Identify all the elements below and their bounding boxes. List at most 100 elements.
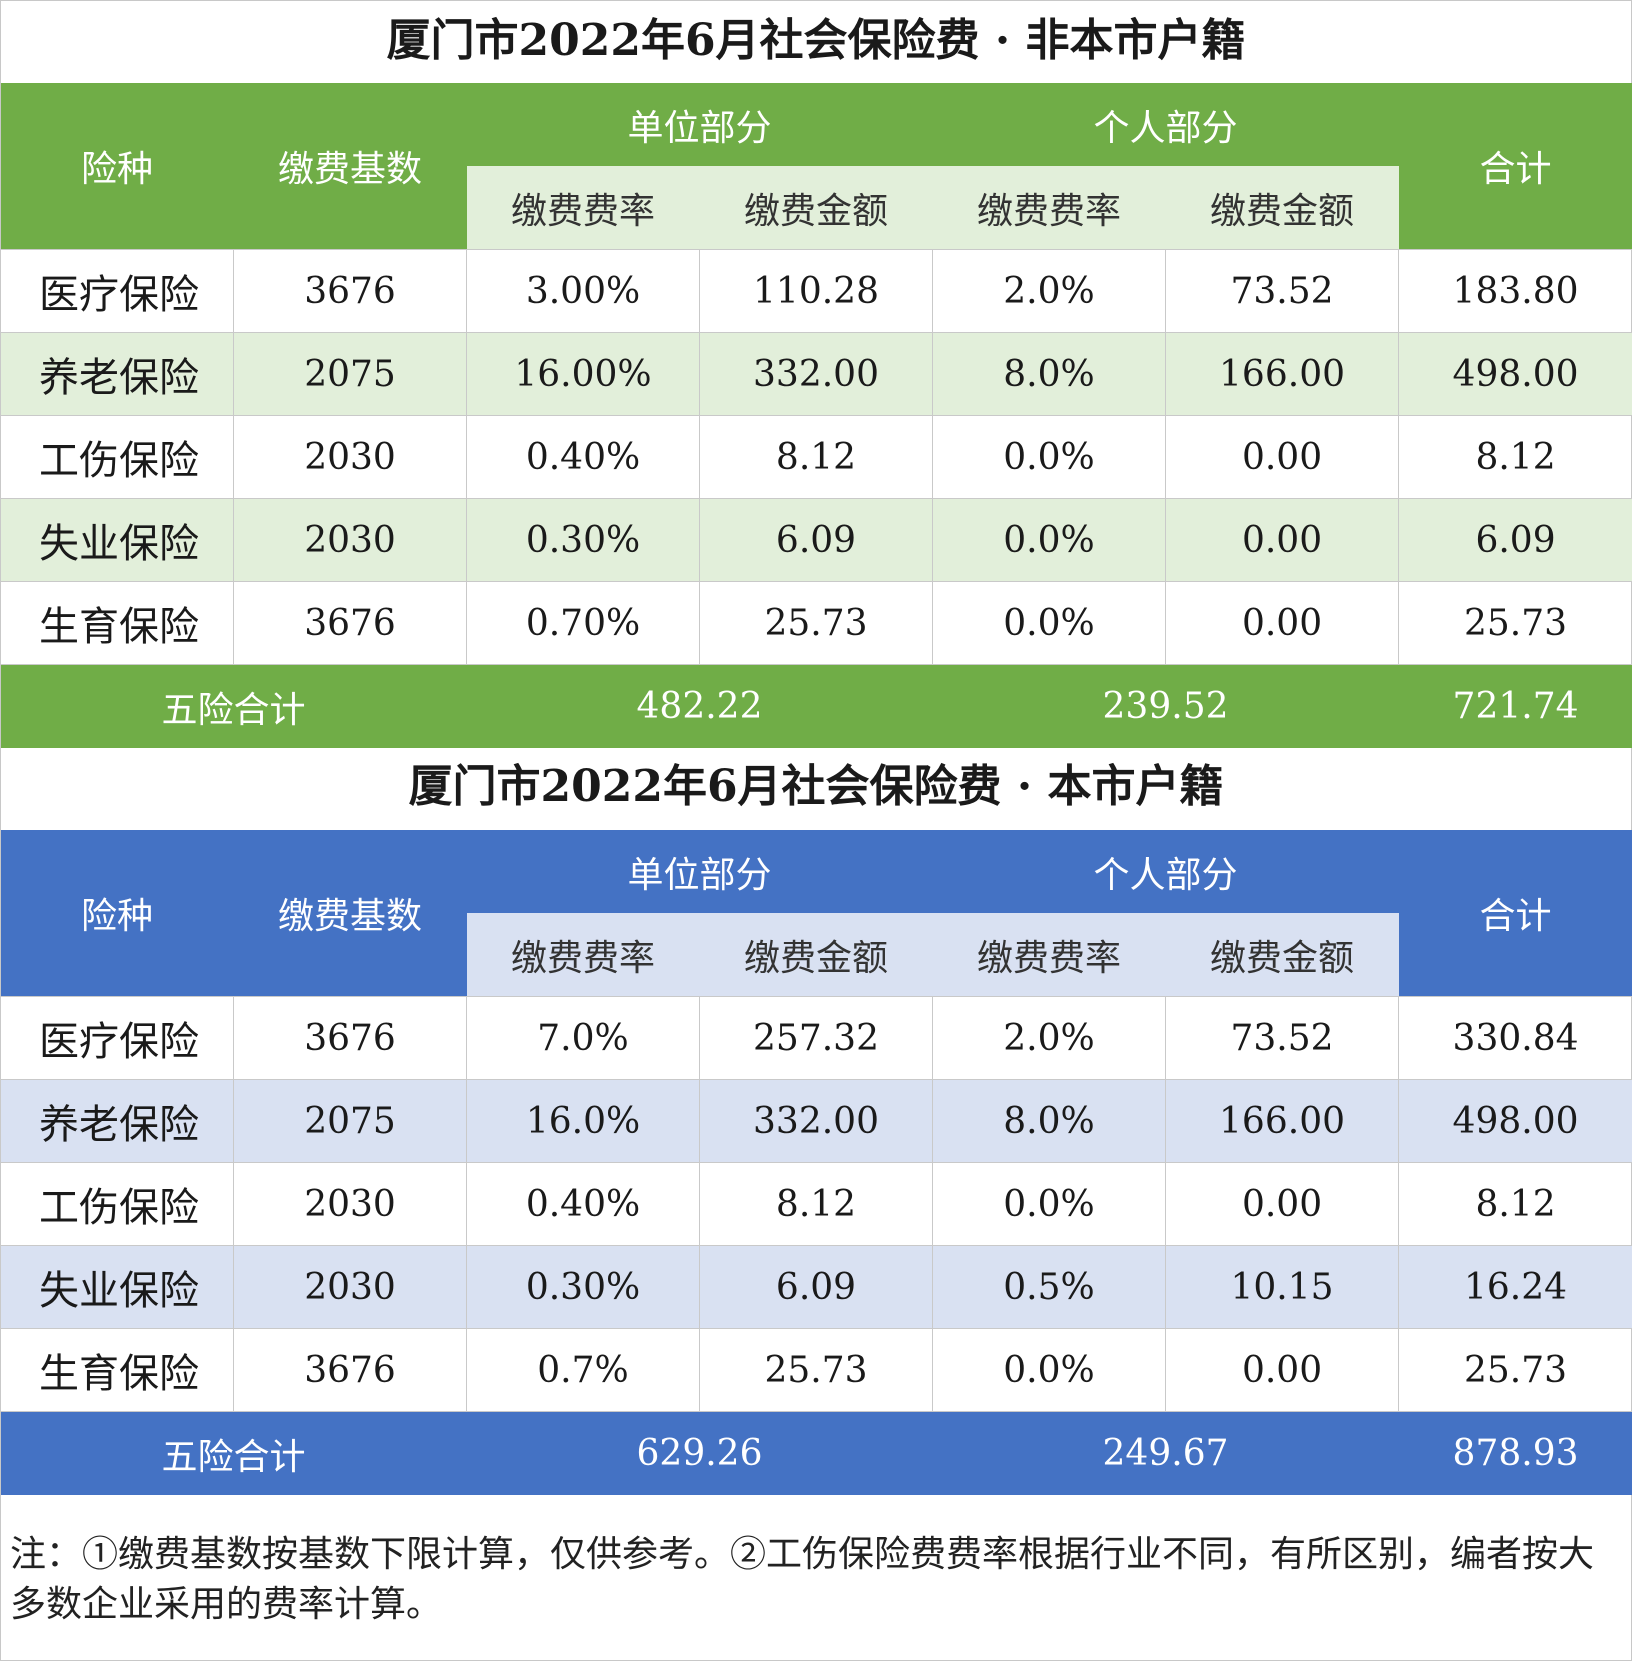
personal-rate-value: 2.0% <box>932 996 1167 1080</box>
personal-amount-value: 0.00 <box>1165 498 1400 582</box>
header-personal-rate: 缴费费率 <box>932 166 1166 250</box>
personal-amount-value: 10.15 <box>1165 1245 1400 1329</box>
personal-amount-value: 0.00 <box>1165 581 1400 665</box>
base-value: 3676 <box>233 1328 467 1412</box>
unit-total-value: 629.26 <box>466 1411 933 1495</box>
unit-rate-value: 3.00% <box>466 249 700 333</box>
header-personal-part: 个人部分 <box>932 83 1399 166</box>
base-value: 2075 <box>233 1079 467 1163</box>
personal-rate-value: 0.0% <box>932 1162 1167 1246</box>
table-row: 养老保险 2075 16.0% 332.00 8.0% 166.00 498.0… <box>0 1079 1632 1163</box>
table-row: 生育保险 3676 0.70% 25.73 0.0% 0.00 25.73 <box>0 581 1632 665</box>
unit-rate-value: 16.00% <box>466 332 700 416</box>
personal-rate-value: 0.0% <box>932 498 1167 582</box>
table-row: 工伤保险 2030 0.40% 8.12 0.0% 0.00 8.12 <box>0 1162 1632 1246</box>
header-unit-part: 单位部分 <box>466 830 933 913</box>
row-total-value: 498.00 <box>1398 1079 1632 1163</box>
personal-amount-value: 0.00 <box>1165 1162 1400 1246</box>
unit-amount-value: 332.00 <box>698 1079 934 1163</box>
summary-row: 五险合计 482.22 239.52 721.74 <box>0 664 1632 748</box>
table-row: 失业保险 2030 0.30% 6.09 0.0% 0.00 6.09 <box>0 498 1632 582</box>
personal-total-value: 239.52 <box>932 664 1399 748</box>
table-row: 生育保险 3676 0.7% 25.73 0.0% 0.00 25.73 <box>0 1328 1632 1412</box>
row-total-value: 6.09 <box>1398 498 1632 582</box>
insurance-table-nonlocal: 险种 缴费基数 单位部分 个人部分 合计 缴费费率 缴费金额 缴费费率 缴费金额… <box>0 83 1632 748</box>
unit-rate-value: 0.40% <box>466 1162 700 1246</box>
header-unit-amount: 缴费金额 <box>699 913 933 997</box>
unit-amount-value: 25.73 <box>698 581 934 665</box>
header-base: 缴费基数 <box>233 83 467 250</box>
insurance-name: 生育保险 <box>0 581 234 665</box>
unit-rate-value: 0.7% <box>466 1328 700 1412</box>
summary-row: 五险合计 629.26 249.67 878.93 <box>0 1411 1632 1495</box>
footnote: 注：①缴费基数按基数下限计算，仅供参考。②工伤保险费费率根据行业不同，有所区别，… <box>10 1534 1595 1625</box>
unit-rate-value: 0.70% <box>466 581 700 665</box>
insurance-name: 生育保险 <box>0 1328 234 1412</box>
base-value: 2030 <box>233 415 467 499</box>
row-total-value: 8.12 <box>1398 1162 1632 1246</box>
row-total-value: 16.24 <box>1398 1245 1632 1329</box>
table-row: 医疗保险 3676 7.0% 257.32 2.0% 73.52 330.84 <box>0 996 1632 1080</box>
personal-amount-value: 0.00 <box>1165 415 1400 499</box>
insurance-name: 失业保险 <box>0 498 234 582</box>
unit-rate-value: 0.40% <box>466 415 700 499</box>
insurance-name: 医疗保险 <box>0 996 234 1080</box>
row-total-value: 25.73 <box>1398 581 1632 665</box>
header-unit-amount: 缴费金额 <box>699 166 933 250</box>
unit-amount-value: 6.09 <box>698 498 934 582</box>
personal-rate-value: 0.0% <box>932 1328 1167 1412</box>
unit-total-value: 482.22 <box>466 664 933 748</box>
row-total-value: 330.84 <box>1398 996 1632 1080</box>
unit-rate-value: 0.30% <box>466 1245 700 1329</box>
personal-amount-value: 166.00 <box>1165 332 1400 416</box>
personal-rate-value: 0.5% <box>932 1245 1167 1329</box>
base-value: 2075 <box>233 332 467 416</box>
unit-rate-value: 0.30% <box>466 498 700 582</box>
grand-total-value: 721.74 <box>1398 664 1632 748</box>
header-personal-rate: 缴费费率 <box>932 913 1166 997</box>
base-value: 3676 <box>233 581 467 665</box>
grand-total-value: 878.93 <box>1398 1411 1632 1495</box>
header-personal-amount: 缴费金额 <box>1165 166 1399 250</box>
row-total-value: 8.12 <box>1398 415 1632 499</box>
insurance-name: 工伤保险 <box>0 1162 234 1246</box>
base-value: 2030 <box>233 1162 467 1246</box>
summary-label: 五险合计 <box>0 664 467 748</box>
header-type: 险种 <box>0 83 234 250</box>
unit-rate-value: 16.0% <box>466 1079 700 1163</box>
personal-amount-value: 73.52 <box>1165 249 1400 333</box>
summary-label: 五险合计 <box>0 1411 467 1495</box>
personal-amount-value: 0.00 <box>1165 1328 1400 1412</box>
header-unit-rate: 缴费费率 <box>466 166 700 250</box>
base-value: 3676 <box>233 996 467 1080</box>
base-value: 2030 <box>233 1245 467 1329</box>
header-personal-part: 个人部分 <box>932 830 1399 913</box>
header-unit-part: 单位部分 <box>466 83 933 166</box>
table-row: 养老保险 2075 16.00% 332.00 8.0% 166.00 498.… <box>0 332 1632 416</box>
personal-rate-value: 0.0% <box>932 415 1167 499</box>
personal-rate-value: 8.0% <box>932 1079 1167 1163</box>
insurance-name: 工伤保险 <box>0 415 234 499</box>
row-total-value: 25.73 <box>1398 1328 1632 1412</box>
unit-amount-value: 332.00 <box>698 332 934 416</box>
insurance-name: 养老保险 <box>0 1079 234 1163</box>
header-base: 缴费基数 <box>233 830 467 997</box>
unit-rate-value: 7.0% <box>466 996 700 1080</box>
personal-rate-value: 2.0% <box>932 249 1167 333</box>
table-row: 失业保险 2030 0.30% 6.09 0.5% 10.15 16.24 <box>0 1245 1632 1329</box>
header-personal-amount: 缴费金额 <box>1165 913 1399 997</box>
header-unit-rate: 缴费费率 <box>466 913 700 997</box>
unit-amount-value: 25.73 <box>698 1328 934 1412</box>
personal-total-value: 249.67 <box>932 1411 1399 1495</box>
insurance-name: 医疗保险 <box>0 249 234 333</box>
row-total-value: 498.00 <box>1398 332 1632 416</box>
insurance-name: 失业保险 <box>0 1245 234 1329</box>
header-total: 合计 <box>1398 830 1632 997</box>
unit-amount-value: 6.09 <box>698 1245 934 1329</box>
personal-amount-value: 166.00 <box>1165 1079 1400 1163</box>
table-title-nonlocal: 厦门市2022年6月社会保险费 · 非本市户籍 <box>386 15 1246 66</box>
base-value: 2030 <box>233 498 467 582</box>
unit-amount-value: 110.28 <box>698 249 934 333</box>
row-total-value: 183.80 <box>1398 249 1632 333</box>
table-row: 医疗保险 3676 3.00% 110.28 2.0% 73.52 183.80 <box>0 249 1632 333</box>
